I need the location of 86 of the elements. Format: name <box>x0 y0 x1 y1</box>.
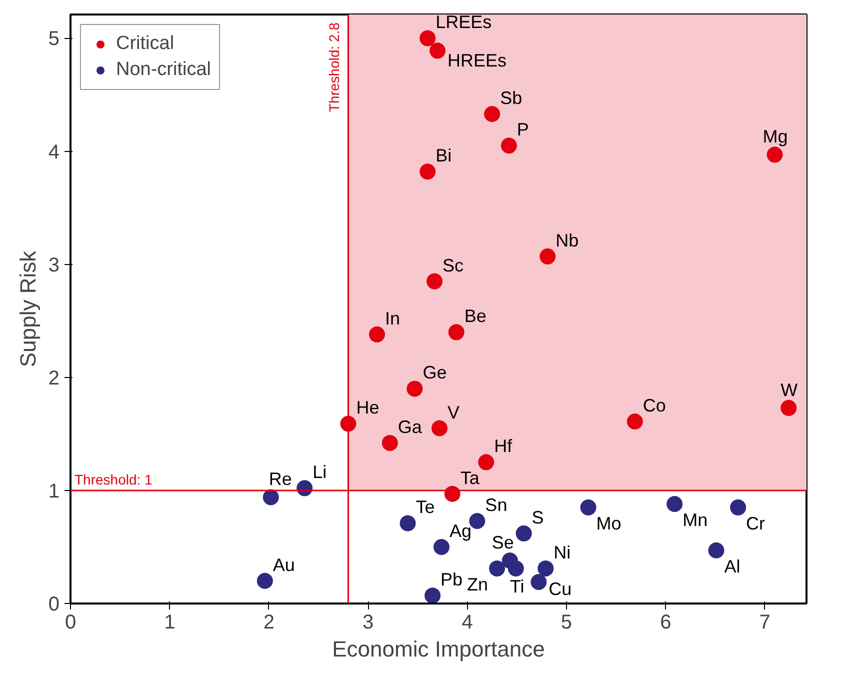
x-tick-label: 7 <box>759 612 770 634</box>
point <box>489 560 506 576</box>
annotation: P <box>516 120 529 140</box>
y-tick-label: 2 <box>48 367 60 390</box>
annotation: Be <box>464 306 486 326</box>
point <box>500 138 517 154</box>
legend-label: Non-critical <box>116 59 212 81</box>
annotation: Al <box>724 556 740 576</box>
x-tick-label: 1 <box>164 612 176 634</box>
x-tick-label: 0 <box>64 612 76 634</box>
point <box>530 574 547 590</box>
point <box>420 164 436 180</box>
point <box>426 273 443 290</box>
x-axis-title: Economic Importance <box>332 636 545 662</box>
annotation: He <box>356 398 380 418</box>
ref-line-label: Threshold: 2.8 <box>326 22 342 112</box>
point <box>424 588 441 604</box>
point <box>766 146 783 163</box>
annotation: Hf <box>494 436 514 456</box>
annotation: Se <box>492 532 514 553</box>
annotation: Cr <box>746 513 766 534</box>
point <box>369 326 385 342</box>
point <box>262 489 279 506</box>
point <box>540 248 556 264</box>
point <box>780 400 797 416</box>
annotation: Nb <box>556 230 579 250</box>
annotation: V <box>447 402 460 422</box>
x-tick-label: 5 <box>560 612 572 634</box>
annotation: Mn <box>682 510 708 530</box>
point <box>580 499 596 516</box>
point <box>420 30 436 46</box>
x-tick-label: 6 <box>660 612 672 634</box>
annotation: In <box>385 308 400 328</box>
annotation: Ti <box>510 576 524 596</box>
annotation: Ni <box>554 542 571 562</box>
annotation: Cu <box>548 579 572 600</box>
point <box>400 515 416 532</box>
x-tick-label: 3 <box>362 612 374 634</box>
point <box>484 106 500 122</box>
ref-line-label: Threshold: 1 <box>74 471 153 488</box>
y-axis-title: Supply Risk <box>15 250 40 368</box>
annotation: Li <box>312 462 327 482</box>
annotation: W <box>780 380 798 400</box>
annotation: Zn <box>467 574 488 594</box>
annotation: HREEs <box>448 50 507 71</box>
point <box>538 560 554 576</box>
annotation: Mg <box>762 126 788 147</box>
point <box>431 420 448 436</box>
point <box>508 560 524 576</box>
y-tick-label: 3 <box>48 254 60 276</box>
annotation: Co <box>642 395 666 416</box>
point <box>433 538 450 555</box>
annotation: Sn <box>485 494 508 515</box>
point <box>406 380 423 397</box>
annotation: Ge <box>422 362 447 383</box>
point <box>430 42 446 59</box>
point <box>448 324 464 340</box>
y-tick-label: 5 <box>48 28 60 50</box>
point <box>730 499 746 516</box>
y-tick-label: 0 <box>48 594 60 616</box>
point <box>708 542 724 558</box>
point <box>469 512 486 529</box>
annotation: Re <box>268 469 292 490</box>
point <box>626 414 643 430</box>
annotation: Ga <box>398 416 423 437</box>
x-tick-label: 4 <box>462 612 473 634</box>
annotation: Sb <box>500 88 522 108</box>
annotation: Te <box>416 497 435 518</box>
point <box>256 572 273 589</box>
annotation: Bi <box>436 146 452 166</box>
annotation: Ag <box>449 520 472 541</box>
annotation: Pb <box>440 570 463 590</box>
annotation: Ta <box>460 468 480 488</box>
point <box>478 454 494 470</box>
y-tick-label: 1 <box>48 480 60 502</box>
annotation: Sc <box>442 255 464 276</box>
point <box>382 434 398 451</box>
annotation: Mo <box>596 513 622 534</box>
x-tick-label: 2 <box>263 612 274 634</box>
annotation: S <box>532 507 544 528</box>
annotation: LREEs <box>436 12 492 32</box>
annotation: Au <box>272 554 295 575</box>
y-tick-label: 4 <box>48 141 60 164</box>
point <box>516 525 532 542</box>
point <box>666 496 683 512</box>
legend-label: Critical <box>116 33 174 55</box>
